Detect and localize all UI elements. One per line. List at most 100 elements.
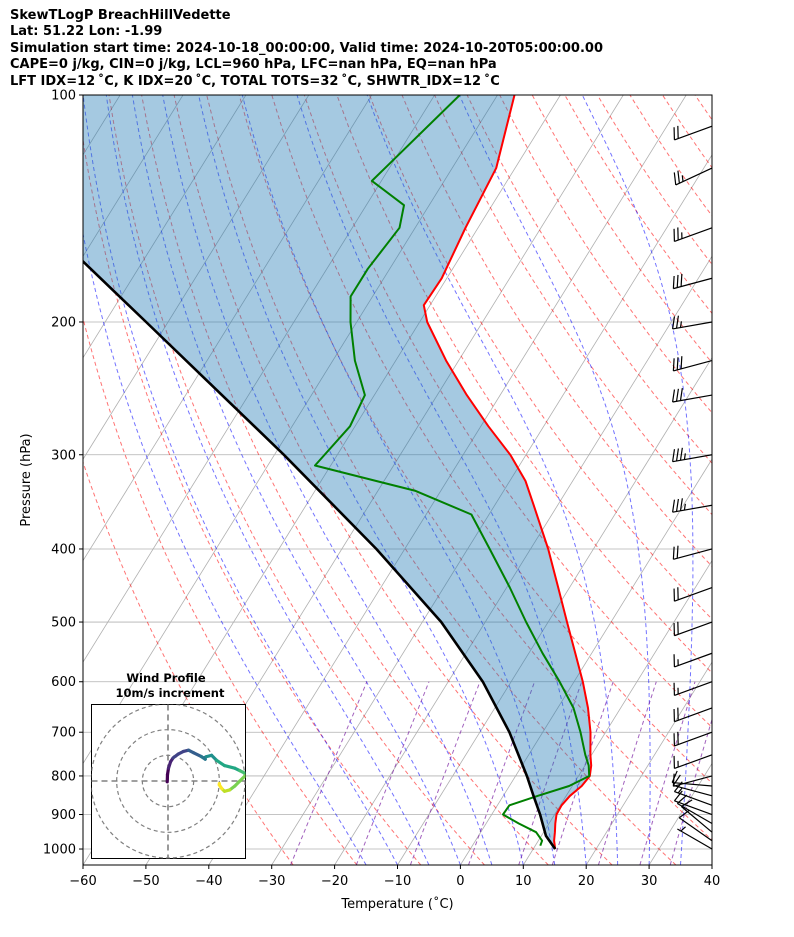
hodograph-segment: [222, 763, 237, 770]
y-tick-label: 900: [51, 808, 76, 823]
isotherm-gridline: [83, 95, 184, 258]
wind-barb: [673, 790, 713, 816]
isotherm-gridline: [83, 95, 310, 460]
isotherm-gridline: [648, 762, 712, 865]
chart-header: SkewTLogP BreachHillVedette Lat: 51.22 L…: [10, 8, 790, 90]
moist-adiabat: [711, 859, 712, 865]
wind-barb-feather: [673, 790, 683, 802]
wind-barb: [673, 167, 713, 186]
wind-barb-staff: [680, 806, 713, 833]
axis-ticks: −60 −50 −40 −30 −20 −10 0 10 20 30 40 1000 900 800 700…: [43, 89, 720, 890]
wind-barb-feather: [671, 770, 678, 783]
wind-barb-staff: [677, 828, 713, 850]
wind-barb-feather: [680, 826, 686, 832]
wind-barb-staff: [674, 125, 713, 141]
isotherm-gridline: [775, 95, 794, 865]
dry-adiabat: [434, 95, 712, 516]
y-tick-label: 800: [51, 769, 76, 784]
wind-barb-feather: [672, 773, 675, 787]
wind-barb-feather: [672, 275, 675, 289]
wind-barb-staff: [673, 784, 713, 797]
x-tick-label: −40: [195, 874, 222, 889]
inset-plot-area: [91, 704, 246, 859]
wind-barb-feather: [683, 453, 686, 460]
wind-barb-staff: [672, 394, 713, 403]
x-tick-label: 20: [578, 874, 595, 889]
dry-adiabat: [83, 136, 422, 865]
wind-barb: [672, 273, 713, 290]
moist-adiabat: [581, 95, 694, 865]
wind-barb: [673, 754, 713, 770]
wind-barb-feather: [672, 316, 676, 330]
wind-barb: [672, 498, 713, 513]
wind-barb: [672, 774, 713, 797]
y-tick-label: 500: [51, 616, 76, 631]
dry-adiabats: [83, 95, 712, 865]
wind-barb-staff: [674, 227, 713, 243]
wind-barb-feather: [672, 546, 675, 560]
wind-barb-staff: [674, 621, 713, 637]
wind-barb: [673, 125, 713, 141]
dry-adiabat: [173, 95, 613, 865]
y-tick-label: 400: [51, 542, 76, 557]
x-tick-label: −20: [321, 874, 348, 889]
wind-barb-feather: [677, 170, 680, 184]
wind-barb-staff: [674, 791, 713, 806]
y-tick-label: 600: [51, 675, 76, 690]
wind-barb-feather: [672, 389, 676, 403]
wind-barb-staff: [672, 321, 713, 330]
x-tick-label: 10: [515, 874, 532, 889]
index-values-line: LFT IDX=12 ˚C, K IDX=20 ˚C, TOTAL TOTS=3…: [10, 73, 500, 89]
dry-adiabat: [336, 95, 712, 674]
dewpoint-line: [314, 95, 591, 847]
dry-adiabat: [596, 95, 712, 266]
y-tick-label: 300: [51, 448, 76, 463]
stability-indices-line: CAPE=0 j/kg, CIN=0 j/kg, LCL=960 hPa, LF…: [10, 57, 497, 73]
wind-barb-feather: [681, 175, 684, 182]
wind-barbs: [671, 125, 713, 850]
wind-barb-staff: [673, 359, 713, 372]
inset-subtitle: 10m/s increment: [116, 686, 225, 700]
wind-barb-staff: [672, 781, 713, 787]
dry-adiabat: [271, 95, 712, 784]
dry-adiabat: [401, 95, 712, 568]
wind-barb-staff: [675, 167, 713, 186]
wind-barb: [672, 545, 713, 560]
wind-barb-feather: [675, 315, 679, 329]
wind-barb: [673, 652, 713, 668]
wind-barb-feather: [683, 503, 686, 511]
moist-adiabat: [198, 95, 524, 865]
cin-shading: [83, 95, 592, 849]
wind-barb: [672, 356, 713, 372]
wind-barb-feather: [680, 273, 683, 287]
dry-adiabat: [564, 95, 712, 315]
x-tick-label: −10: [384, 874, 411, 889]
isotherm-gridline: [585, 661, 712, 865]
wind-barb-staff: [674, 731, 713, 747]
x-tick-label: −30: [258, 874, 285, 889]
dry-adiabat: [83, 316, 358, 865]
isotherm-gridline: [460, 458, 712, 865]
wind-barb-staff: [674, 754, 713, 770]
dry-adiabat: [369, 95, 712, 620]
wind-barb-staff: [674, 707, 713, 723]
isotherm-gridline: [83, 95, 373, 562]
wind-barb-feather: [676, 357, 679, 370]
wind-barb-feather: [679, 321, 683, 328]
wind-barb-feather: [677, 787, 683, 794]
wind-barb-feather: [673, 172, 677, 186]
moist-adiabat: [241, 95, 556, 865]
moist-adiabat: [83, 95, 398, 865]
dry-adiabat: [206, 95, 677, 865]
y-tick-label: 100: [51, 89, 76, 104]
moist-adiabat: [366, 95, 619, 865]
y-axis-label: Pressure (hPa): [19, 433, 34, 526]
wind-barb-feather: [675, 498, 679, 512]
wind-barb-feather: [679, 388, 683, 401]
isotherm-gridline: [711, 864, 712, 865]
wind-barb-staff: [673, 277, 713, 290]
wind-barb-feather: [680, 356, 683, 369]
dry-adiabat: [83, 460, 294, 865]
wind-barb-staff: [672, 454, 713, 463]
